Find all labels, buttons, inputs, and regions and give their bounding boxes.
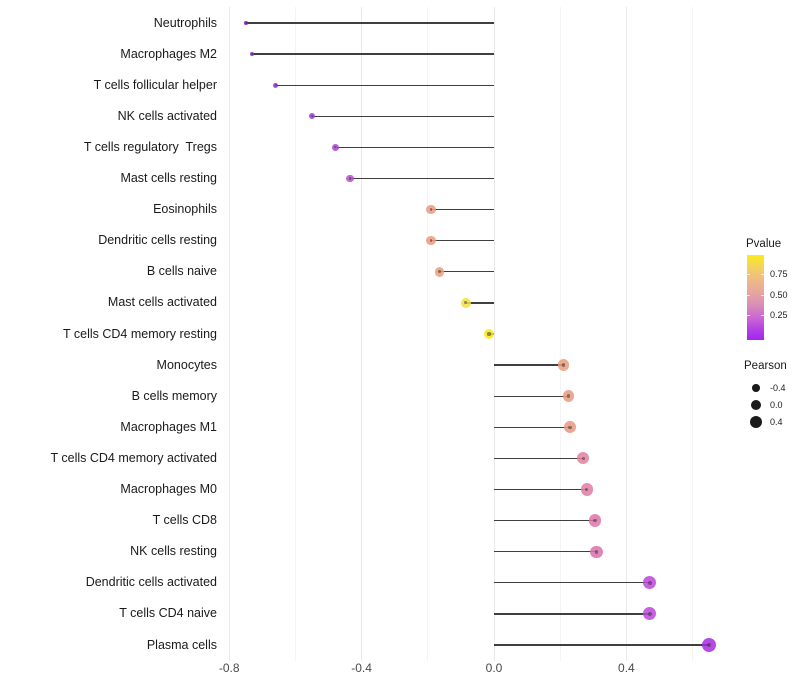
gridline-minor — [692, 7, 694, 661]
lollipop-dot-core — [437, 270, 441, 274]
lollipop-stem — [350, 177, 494, 180]
category-label: Macrophages M1 — [120, 419, 217, 434]
lollipop-stem — [494, 364, 564, 366]
lollipop-dot-core — [566, 394, 571, 398]
pvalue-legend-title: Pvalue — [746, 238, 782, 250]
pearson-size-label: -0.4 — [770, 383, 786, 393]
lollipop-dot-core — [334, 146, 337, 149]
lollipop-stem — [245, 22, 494, 24]
category-label: T cells CD4 memory resting — [63, 326, 217, 341]
pvalue-tick-label: 0.75 — [770, 269, 788, 280]
category-label: T cells CD4 naive — [119, 606, 217, 621]
pearson-legend-title: Pearson — [744, 360, 787, 372]
lollipop-stem — [494, 582, 650, 584]
gridline-minor — [294, 7, 296, 661]
lollipop-stem — [465, 302, 494, 304]
category-label: Dendritic cells activated — [85, 575, 217, 590]
pearson-size-label: 0.4 — [770, 417, 783, 427]
pvalue-bar-tick — [761, 274, 764, 276]
gridline-minor — [427, 7, 429, 661]
lollipop-dot-core — [584, 487, 589, 492]
category-label: Mast cells resting — [120, 171, 217, 185]
lollipop-stem — [311, 115, 494, 117]
category-label: B cells naive — [146, 264, 217, 279]
lollipop-dot-core — [594, 549, 599, 554]
category-label: T cells follicular helper — [93, 77, 217, 92]
lollipop-dot-core — [593, 518, 597, 523]
gridline-major — [361, 7, 363, 661]
lollipop-stem — [494, 395, 569, 397]
pvalue-bar-tick — [747, 294, 750, 296]
pearson-size-label: 0.0 — [770, 400, 783, 410]
lollipop-dot-core — [647, 580, 652, 585]
category-label: T cells CD4 memory activated — [50, 450, 218, 465]
category-label: T cells CD8 — [152, 513, 217, 528]
category-label: Neutrophils — [153, 15, 217, 30]
lollipop-dot-core — [487, 332, 491, 336]
pvalue-tick-label: 0.50 — [770, 289, 788, 300]
pvalue-bar-tick — [747, 274, 750, 276]
lollipop-stem — [494, 551, 597, 553]
x-tick-label: 0.0 — [485, 661, 503, 675]
lollipop-dot-core — [251, 53, 254, 56]
x-tick-label: -0.4 — [351, 661, 372, 675]
lollipop-stem — [439, 271, 494, 273]
lollipop-stem — [494, 644, 710, 646]
category-label: Mast cells activated — [107, 295, 217, 310]
lollipop-dot-core — [464, 301, 468, 305]
gridline-major — [625, 7, 627, 661]
category-label: Monocytes — [156, 357, 217, 372]
lollipop-stem — [275, 84, 494, 86]
lollipop-stem — [431, 240, 494, 242]
pearson-size-dot — [749, 415, 763, 429]
lollipop-dot-core — [244, 22, 247, 24]
lollipop-stem — [335, 146, 494, 149]
category-label: Macrophages M0 — [120, 482, 217, 496]
category-label: T cells regulatory Tregs — [83, 139, 217, 154]
gridline-minor — [559, 7, 561, 661]
lollipop-stem — [494, 519, 595, 522]
lollipop-dot-core — [429, 239, 433, 243]
category-label: B cells memory — [131, 388, 217, 403]
gridline-major — [228, 7, 230, 661]
pvalue-bar-tick — [761, 314, 764, 316]
x-tick-label: -0.8 — [218, 661, 240, 675]
lollipop-dot-core — [274, 84, 277, 87]
lollipop-dot-core — [429, 208, 433, 211]
category-label: Plasma cells — [146, 637, 217, 652]
pearson-size-dot — [750, 399, 762, 411]
lollipop-stem — [494, 613, 650, 615]
pvalue-bar-tick — [761, 294, 764, 296]
lollipop-dot-core — [581, 456, 586, 461]
lollipop-dot-core — [348, 177, 352, 180]
pearson-size-dot — [752, 384, 760, 392]
category-label: Dendritic cells resting — [98, 233, 217, 248]
lollipop-stem — [494, 426, 571, 428]
lollipop-dot-core — [310, 115, 313, 118]
category-label: NK cells activated — [117, 108, 217, 123]
x-tick-label: 0.4 — [618, 661, 635, 675]
lollipop-stem — [494, 488, 587, 491]
pvalue-tick-label: 0.25 — [770, 309, 788, 320]
category-label: Eosinophils — [153, 202, 217, 217]
lollipop-dot-core — [707, 642, 712, 648]
pvalue-bar-tick — [747, 314, 750, 316]
category-label: Macrophages M2 — [120, 46, 217, 61]
lollipop-stem — [494, 457, 584, 460]
lollipop-dot-core — [647, 611, 652, 616]
pvalue-gradient-bar — [747, 255, 764, 340]
lollipop-stem — [252, 53, 494, 55]
lollipop-dot-core — [561, 363, 566, 367]
category-label: NK cells resting — [130, 544, 217, 559]
lollipop-stem — [431, 208, 494, 211]
lollipop-dot-core — [568, 425, 572, 430]
